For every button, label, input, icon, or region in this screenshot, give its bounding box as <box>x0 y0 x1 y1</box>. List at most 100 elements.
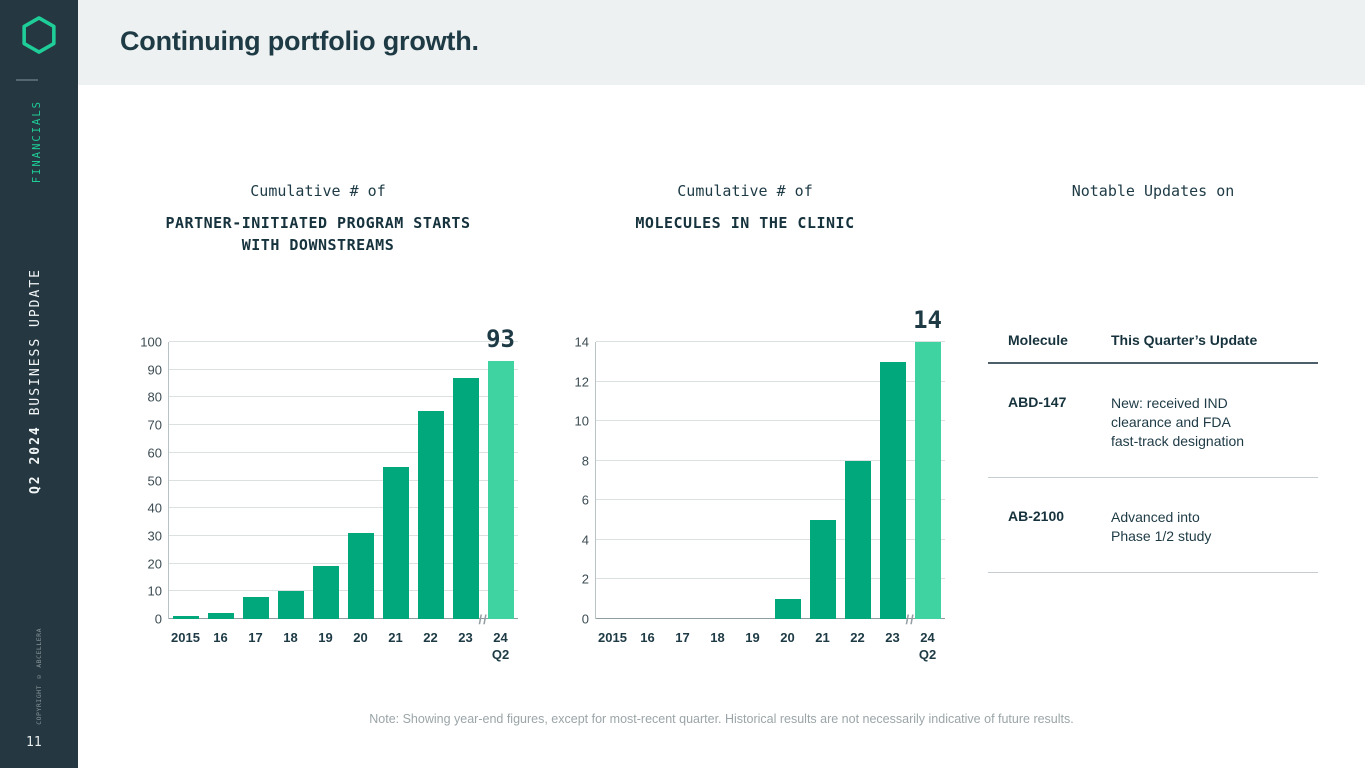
updates-table: Molecule This Quarter’s Update ABD-147 Ne… <box>988 332 1318 573</box>
x-tick-line: 18 <box>283 630 298 645</box>
y-tick-label: 12 <box>574 374 589 390</box>
bar <box>208 613 235 619</box>
gridline <box>596 578 945 580</box>
x-tick-line: 18 <box>710 630 725 645</box>
x-tick-label: 20 <box>343 629 378 663</box>
bar-value-label: 93 <box>486 325 515 354</box>
gridline <box>596 459 945 461</box>
y-tick-label: 0 <box>581 611 589 627</box>
y-tick-label: 40 <box>147 500 162 516</box>
chart-plot-wrap: 0 2 4 6 8 10 12 14 14 // <box>545 306 945 627</box>
axis-break-icon: // <box>478 612 488 627</box>
header-bar: Continuing portfolio growth. <box>78 0 1365 85</box>
x-tick-label: 18 <box>700 629 735 663</box>
bar-column <box>910 342 945 619</box>
x-axis-line <box>169 618 518 619</box>
gridline <box>169 562 518 564</box>
bars-group <box>596 342 945 619</box>
gridline <box>169 590 518 592</box>
x-tick-line: 23 <box>458 630 473 645</box>
x-axis: 2015 16 17 18 19 20 21 22 23 24 Q2 <box>168 629 518 663</box>
y-tick-label: 8 <box>581 453 589 469</box>
bar-column <box>596 342 631 619</box>
x-tick-line: 17 <box>675 630 690 645</box>
y-tick-label: 50 <box>147 473 162 488</box>
y-axis: 0 2 4 6 8 10 12 14 <box>545 335 589 627</box>
chart-subtitle: Cumulative # of <box>677 182 813 200</box>
bar-column <box>840 342 875 619</box>
y-tick-label: 4 <box>581 532 589 548</box>
bar-column <box>875 342 910 619</box>
x-tick-label: 16 <box>203 629 238 663</box>
bar <box>313 566 340 619</box>
x-tick-label: 19 <box>308 629 343 663</box>
gridline <box>169 534 518 536</box>
bar <box>173 616 200 619</box>
gridline <box>596 420 945 422</box>
y-tick-label: 6 <box>581 492 589 508</box>
gridline <box>169 424 518 426</box>
bar <box>809 520 836 619</box>
x-tick-label: 22 <box>840 629 875 663</box>
gridline <box>596 538 945 540</box>
updates-table-header: Molecule This Quarter’s Update <box>988 332 1318 364</box>
molecule-name: ABD-147 <box>1008 394 1067 410</box>
y-tick-label: 20 <box>147 556 162 572</box>
x-tick-label: 22 <box>413 629 448 663</box>
x-axis-line <box>596 618 945 619</box>
bar-column <box>378 342 413 619</box>
molecule-update: Advanced into Phase 1/2 study <box>1111 509 1212 544</box>
bar <box>487 361 514 619</box>
y-tick-label: 90 <box>147 362 162 378</box>
chart-subtitle: Cumulative # of <box>250 182 386 200</box>
bar <box>243 596 270 619</box>
bar <box>382 466 409 619</box>
gridline <box>169 451 518 453</box>
x-tick-line: 21 <box>815 630 830 645</box>
gridline <box>596 380 945 382</box>
slide-title: Continuing portfolio growth. <box>120 26 479 56</box>
bar <box>914 342 941 619</box>
y-tick-label: 60 <box>147 445 162 461</box>
x-tick-line: 17 <box>248 630 263 645</box>
bar-column <box>413 342 448 619</box>
chart-title: MOLECULES IN THE CLINIC <box>635 214 855 232</box>
gridline <box>169 368 518 370</box>
x-tick-line: 19 <box>318 630 333 645</box>
deck-title: Q2 2024 BUSINESS UPDATE <box>28 268 43 494</box>
column-header-molecule: Molecule <box>1008 332 1068 348</box>
bar <box>417 411 444 619</box>
updates-table-body: ABD-147 New: received IND clearance and F… <box>988 364 1318 573</box>
x-tick-label: 2015 <box>595 629 630 663</box>
deck-title-quarter: Q2 2024 <box>28 425 43 495</box>
y-tick-label: 80 <box>147 389 162 405</box>
notable-updates-panel: Notable Updates on Molecule This Quarter… <box>988 182 1318 573</box>
y-tick-label: 30 <box>147 528 162 544</box>
bar <box>452 378 479 619</box>
x-tick-label: 16 <box>630 629 665 663</box>
bar <box>844 460 871 619</box>
gridline <box>169 507 518 509</box>
x-tick-line: 22 <box>423 630 438 645</box>
sidebar-divider <box>16 79 38 81</box>
bar-column <box>483 342 518 619</box>
bar-column <box>631 342 666 619</box>
bar-column <box>736 342 771 619</box>
bar-column <box>239 342 274 619</box>
bar-column <box>274 342 309 619</box>
x-tick-line: 16 <box>640 630 655 645</box>
x-tick-label: 21 <box>378 629 413 663</box>
x-tick-line: 24 <box>920 630 935 645</box>
bar-column <box>701 342 736 619</box>
chart-title: PARTNER-INITIATED PROGRAM STARTS WITH DO… <box>165 214 471 254</box>
y-tick-label: 0 <box>154 611 162 627</box>
bar-column <box>309 342 344 619</box>
x-tick-label: 24 Q2 <box>910 629 945 663</box>
gridline <box>169 479 518 481</box>
x-tick-line: 21 <box>388 630 403 645</box>
x-tick-label: 17 <box>665 629 700 663</box>
x-tick-line: Q2 <box>491 647 510 662</box>
y-tick-label: 2 <box>581 571 589 587</box>
x-tick-label: 2015 <box>168 629 203 663</box>
bar <box>774 599 801 619</box>
